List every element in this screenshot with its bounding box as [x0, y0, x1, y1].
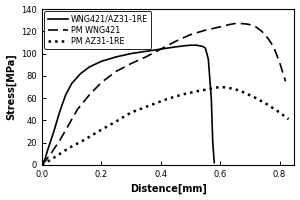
PM AZ31-1RE	[40, 164, 44, 166]
WNG421/AZ31-1RE	[58, 110, 61, 113]
PM WNG421	[88, 93, 91, 96]
PM WNG421	[254, 26, 258, 28]
WNG421/AZ31-1RE	[88, 66, 91, 68]
PM AZ31-1RE	[206, 88, 210, 90]
PM AZ31-1RE	[67, 147, 70, 149]
Y-axis label: Stress[MPa]: Stress[MPa]	[6, 54, 16, 120]
PM WNG421	[266, 37, 269, 39]
WNG421/AZ31-1RE	[100, 60, 103, 63]
Line: WNG421/AZ31-1RE: WNG421/AZ31-1RE	[42, 45, 214, 165]
WNG421/AZ31-1RE	[206, 58, 210, 60]
WNG421/AZ31-1RE	[114, 56, 118, 58]
Legend: WNG421/AZ31-1RE, PM WNG421, PM AZ31-1RE: WNG421/AZ31-1RE, PM WNG421, PM AZ31-1RE	[44, 11, 152, 49]
WNG421/AZ31-1RE	[183, 45, 186, 47]
PM AZ31-1RE	[242, 91, 246, 94]
PM AZ31-1RE	[97, 130, 100, 133]
PM AZ31-1RE	[278, 111, 281, 114]
WNG421/AZ31-1RE	[209, 97, 213, 99]
WNG421/AZ31-1RE	[189, 44, 192, 46]
WNG421/AZ31-1RE	[52, 130, 56, 133]
PM WNG421	[203, 29, 207, 31]
WNG421/AZ31-1RE	[174, 46, 177, 48]
WNG421/AZ31-1RE	[46, 148, 50, 150]
PM WNG421	[278, 61, 281, 64]
PM WNG421	[114, 70, 118, 73]
PM WNG421	[233, 22, 237, 25]
WNG421/AZ31-1RE	[201, 45, 204, 48]
WNG421/AZ31-1RE	[43, 158, 47, 160]
WNG421/AZ31-1RE	[159, 48, 163, 50]
WNG421/AZ31-1RE	[144, 50, 148, 53]
PM AZ31-1RE	[254, 97, 258, 99]
PM WNG421	[40, 164, 44, 166]
WNG421/AZ31-1RE	[129, 52, 133, 55]
PM WNG421	[227, 23, 231, 26]
PM AZ31-1RE	[114, 120, 118, 123]
WNG421/AZ31-1RE	[64, 93, 68, 96]
PM AZ31-1RE	[195, 90, 198, 93]
PM WNG421	[43, 160, 47, 163]
PM WNG421	[248, 23, 252, 26]
PM AZ31-1RE	[129, 111, 133, 114]
PM AZ31-1RE	[266, 104, 269, 106]
PM AZ31-1RE	[233, 88, 237, 90]
PM WNG421	[174, 40, 177, 43]
PM AZ31-1RE	[46, 160, 50, 163]
WNG421/AZ31-1RE	[79, 72, 83, 75]
WNG421/AZ31-1RE	[211, 141, 214, 144]
PM WNG421	[58, 139, 61, 141]
PM WNG421	[49, 152, 53, 155]
PM AZ31-1RE	[165, 98, 169, 100]
PM WNG421	[144, 56, 148, 58]
PM WNG421	[100, 81, 103, 84]
PM WNG421	[67, 124, 70, 126]
PM AZ31-1RE	[82, 139, 85, 141]
PM AZ31-1RE	[55, 155, 58, 157]
Line: PM AZ31-1RE: PM AZ31-1RE	[42, 87, 289, 165]
PM AZ31-1RE	[180, 93, 183, 96]
PM AZ31-1RE	[147, 105, 151, 107]
PM AZ31-1RE	[287, 118, 290, 120]
PM WNG421	[272, 46, 275, 48]
PM WNG421	[189, 33, 192, 36]
WNG421/AZ31-1RE	[212, 161, 216, 164]
PM AZ31-1RE	[212, 87, 216, 89]
PM AZ31-1RE	[224, 86, 228, 89]
WNG421/AZ31-1RE	[195, 44, 198, 46]
WNG421/AZ31-1RE	[40, 164, 44, 166]
Line: PM WNG421: PM WNG421	[42, 24, 286, 165]
PM WNG421	[239, 22, 243, 25]
X-axis label: Distence[mm]: Distence[mm]	[130, 184, 207, 194]
PM WNG421	[159, 48, 163, 50]
WNG421/AZ31-1RE	[203, 47, 207, 49]
PM WNG421	[218, 26, 222, 28]
PM AZ31-1RE	[218, 86, 222, 88]
PM WNG421	[129, 62, 133, 65]
WNG421/AZ31-1RE	[70, 82, 74, 85]
PM WNG421	[260, 30, 264, 32]
PM WNG421	[76, 108, 80, 110]
PM WNG421	[245, 23, 249, 25]
PM WNG421	[284, 80, 287, 83]
